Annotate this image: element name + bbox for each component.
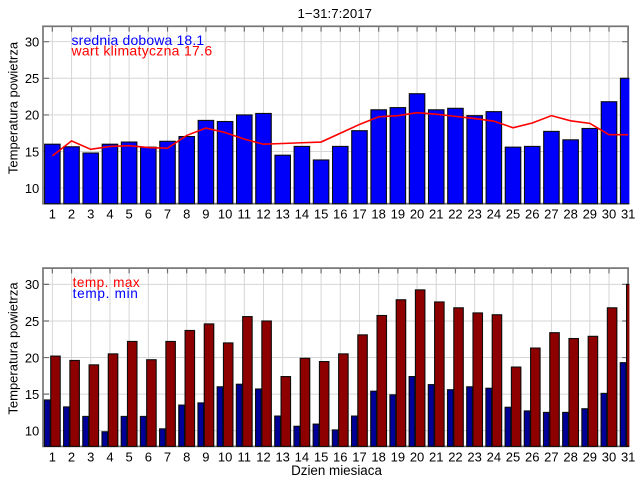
svg-text:25: 25 [506, 207, 520, 222]
svg-text:5: 5 [126, 450, 133, 465]
svg-text:7: 7 [164, 450, 171, 465]
svg-text:26: 26 [525, 450, 539, 465]
svg-text:8: 8 [183, 207, 190, 222]
svg-text:2: 2 [68, 450, 75, 465]
svg-text:15: 15 [314, 450, 328, 465]
svg-text:18: 18 [371, 450, 385, 465]
svg-text:30: 30 [25, 34, 39, 49]
svg-text:7: 7 [164, 207, 171, 222]
svg-text:8: 8 [183, 450, 190, 465]
svg-text:10: 10 [25, 181, 39, 196]
svg-text:temp. min: temp. min [73, 286, 139, 301]
svg-text:28: 28 [563, 207, 577, 222]
svg-text:22: 22 [448, 450, 462, 465]
svg-text:Temperatura powietrza: Temperatura powietrza [6, 282, 21, 415]
svg-text:temp. max: temp. max [73, 275, 141, 290]
svg-text:11: 11 [238, 207, 252, 222]
svg-text:10: 10 [218, 450, 232, 465]
svg-text:wart klimatyczna 17.6: wart klimatyczna 17.6 [71, 42, 213, 58]
svg-text:12: 12 [256, 207, 270, 222]
svg-text:6: 6 [145, 207, 152, 222]
svg-text:6: 6 [145, 450, 152, 465]
svg-text:24: 24 [487, 450, 501, 465]
svg-text:27: 27 [544, 207, 558, 222]
svg-text:12: 12 [256, 450, 270, 465]
svg-text:srednia dobowa 18.1: srednia dobowa 18.1 [72, 32, 205, 48]
svg-text:31: 31 [621, 450, 635, 465]
svg-text:14: 14 [295, 207, 309, 222]
svg-text:1−31:7:2017: 1−31:7:2017 [298, 6, 373, 21]
svg-text:20: 20 [25, 108, 39, 123]
svg-text:15: 15 [25, 144, 39, 159]
svg-text:Dzien miesiaca: Dzien miesiaca [291, 463, 382, 478]
svg-text:5: 5 [126, 207, 133, 222]
svg-text:3: 3 [87, 207, 94, 222]
svg-text:4: 4 [106, 450, 113, 465]
svg-text:25: 25 [506, 450, 520, 465]
svg-text:13: 13 [275, 450, 289, 465]
svg-text:20: 20 [410, 450, 424, 465]
svg-text:18: 18 [371, 207, 385, 222]
svg-text:29: 29 [583, 450, 597, 465]
svg-text:21: 21 [429, 450, 443, 465]
svg-text:24: 24 [487, 207, 501, 222]
svg-text:16: 16 [333, 207, 347, 222]
svg-text:13: 13 [275, 207, 289, 222]
svg-text:9: 9 [202, 207, 209, 222]
svg-text:17: 17 [352, 450, 366, 465]
svg-text:10: 10 [25, 423, 39, 438]
svg-text:1: 1 [49, 450, 56, 465]
svg-text:28: 28 [563, 450, 577, 465]
svg-text:19: 19 [391, 207, 405, 222]
svg-text:23: 23 [467, 207, 481, 222]
svg-text:20: 20 [25, 350, 39, 365]
svg-text:1: 1 [49, 207, 56, 222]
svg-text:4: 4 [106, 207, 113, 222]
svg-text:15: 15 [314, 207, 328, 222]
svg-text:15: 15 [25, 387, 39, 402]
svg-text:30: 30 [602, 450, 616, 465]
svg-text:30: 30 [25, 277, 39, 292]
svg-text:31: 31 [621, 207, 635, 222]
svg-text:25: 25 [25, 314, 39, 329]
svg-text:19: 19 [391, 450, 405, 465]
svg-text:29: 29 [583, 207, 597, 222]
svg-text:20: 20 [410, 207, 424, 222]
svg-text:26: 26 [525, 207, 539, 222]
svg-text:Temperatura powietrza: Temperatura powietrza [6, 41, 21, 174]
svg-text:16: 16 [333, 450, 347, 465]
svg-text:22: 22 [448, 207, 462, 222]
svg-text:14: 14 [295, 450, 309, 465]
svg-text:21: 21 [429, 207, 443, 222]
svg-text:23: 23 [467, 450, 481, 465]
svg-text:27: 27 [544, 450, 558, 465]
svg-text:2: 2 [68, 207, 75, 222]
svg-text:11: 11 [238, 450, 252, 465]
svg-text:10: 10 [218, 207, 232, 222]
svg-text:30: 30 [602, 207, 616, 222]
svg-text:25: 25 [25, 71, 39, 86]
svg-text:9: 9 [202, 450, 209, 465]
svg-text:17: 17 [352, 207, 366, 222]
svg-text:3: 3 [87, 450, 94, 465]
